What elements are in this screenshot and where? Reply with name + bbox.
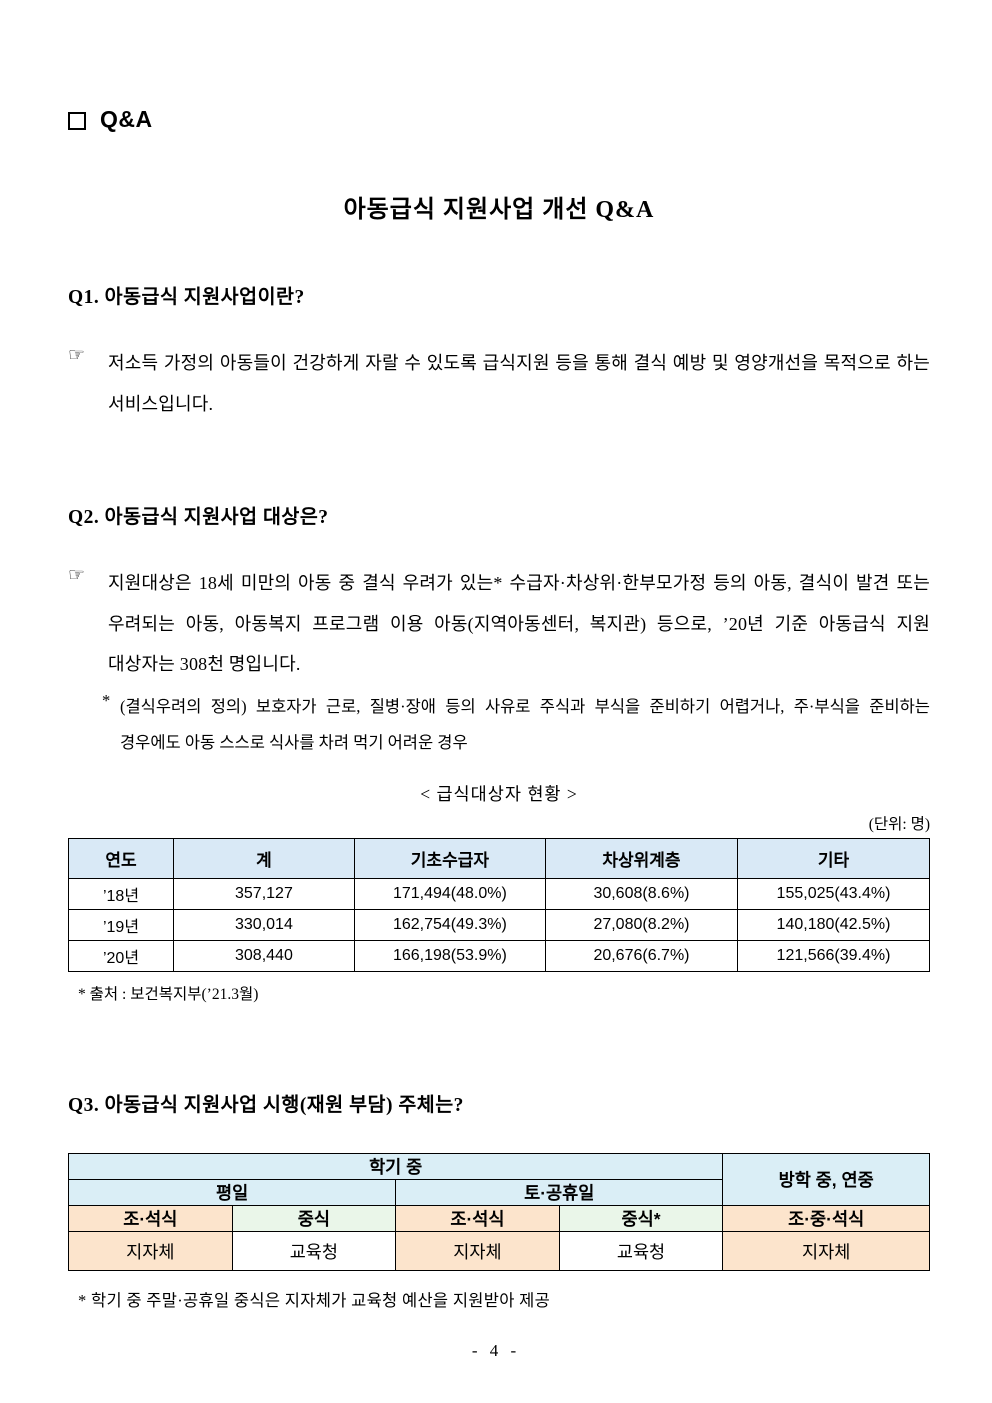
table-row: ’18년 357,127 171,494(48.0%) 30,608(8.6%)… (67, 878, 931, 911)
col-header-basic: 기초수급자 (353, 838, 546, 880)
col-header-year: 연도 (67, 838, 175, 880)
cell-meal: 중식* (558, 1205, 724, 1233)
col-header-total: 계 (173, 838, 355, 880)
section-header-label: Q&A (100, 106, 153, 132)
table1-source-note: * 출처 : 보건복지부(’21.3월) (78, 986, 259, 1004)
pointing-hand-icon: ☞ (68, 345, 86, 366)
table-header-row: 연도 계 기초수급자 차상위계층 기타 (67, 838, 931, 880)
q2-answer-text: 지원대상은 18세 미만의 아동 중 결식 우려가 있는* 수급자·차상위·한부… (108, 573, 930, 674)
cell-other: 155,025(43.4%) (736, 878, 931, 911)
cell-basic: 166,198(53.9%) (353, 940, 546, 973)
col-header-other: 기타 (736, 838, 931, 880)
funding-body-table: 학기 중 방학 중, 연중 평일 토·공휴일 조·석식 중식 조·석식 중식* … (67, 1153, 930, 1272)
q1-answer-text: 저소득 가정의 아동들이 건강하게 자랄 수 있도록 급식지원 등을 통해 결식… (108, 353, 930, 414)
cell-provider: 교육청 (231, 1231, 397, 1272)
cell-weekend: 토·공휴일 (395, 1179, 724, 1207)
q2-answer: ☞ 지원대상은 18세 미만의 아동 중 결식 우려가 있는* 수급자·차상위·… (68, 563, 930, 685)
q1-answer: ☞ 저소득 가정의 아동들이 건강하게 자랄 수 있도록 급식지원 등을 통해 … (68, 343, 930, 424)
cell-semester: 학기 중 (67, 1153, 724, 1181)
cell-basic: 171,494(48.0%) (353, 878, 546, 911)
cell-year: ’18년 (67, 878, 175, 911)
cell-total: 308,440 (173, 940, 355, 973)
cell-provider: 지자체 (68, 1231, 233, 1272)
q2-footnote-text: (결식우려의 정의) 보호자가 근로, 질병·장애 등의 사유로 주식과 부식을… (120, 696, 930, 752)
cell-year: ’20년 (67, 940, 175, 973)
q3-heading: Q3. 아동급식 지원사업 시행(재원 부담) 주체는? (68, 1095, 464, 1117)
q2-footnote: * (결식우려의 정의) 보호자가 근로, 질병·장애 등의 사유로 주식과 부… (102, 689, 930, 762)
table1-caption: < 급식대상자 현황 > (420, 784, 578, 805)
cell-meal: 조·중·석식 (722, 1205, 930, 1233)
cell-other: 121,566(39.4%) (736, 940, 931, 973)
cell-provider: 교육청 (558, 1231, 724, 1272)
cell-vacation: 방학 중, 연중 (722, 1153, 930, 1207)
table-row: ’20년 308,440 166,198(53.9%) 20,676(6.7%)… (67, 940, 931, 973)
cell-other: 140,180(42.5%) (736, 909, 931, 942)
cell-nearpoor: 27,080(8.2%) (544, 909, 738, 942)
table2-footnote: * 학기 중 주말·공휴일 중식은 지자체가 교육청 예산을 지원받아 제공 (78, 1291, 551, 1311)
cell-weekday: 평일 (67, 1179, 397, 1207)
cell-total: 330,014 (173, 909, 355, 942)
asterisk-marker: * (102, 690, 111, 710)
square-bullet-icon (68, 111, 86, 130)
cell-year: ’19년 (67, 909, 175, 942)
q2-heading: Q2. 아동급식 지원사업 대상은? (68, 507, 329, 528)
page-number: - 4 - (471, 1341, 521, 1360)
pointing-hand-icon: ☞ (68, 565, 86, 586)
cell-meal: 조·석식 (68, 1205, 233, 1233)
q1-heading: Q1. 아동급식 지원사업이란? (68, 287, 305, 308)
table-row-providers: 지자체 교육청 지자체 교육청 지자체 (68, 1231, 930, 1272)
cell-nearpoor: 20,676(6.7%) (544, 940, 738, 973)
cell-provider: 지자체 (722, 1231, 930, 1272)
col-header-nearpoor: 차상위계층 (544, 838, 738, 880)
table-row-period: 학기 중 방학 중, 연중 (67, 1153, 930, 1207)
cell-meal: 조·석식 (395, 1205, 560, 1233)
cell-total: 357,127 (173, 878, 355, 911)
table-row-meals: 조·석식 중식 조·석식 중식* 조·중·석식 (68, 1205, 930, 1233)
table1-unit-label: (단위: 명) (868, 816, 930, 834)
cell-provider: 지자체 (395, 1231, 560, 1272)
meal-recipients-table: 연도 계 기초수급자 차상위계층 기타 ’18년 357,127 171,494… (67, 838, 931, 973)
section-header: Q&A (68, 106, 930, 133)
table-row: ’19년 330,014 162,754(49.3%) 27,080(8.2%)… (67, 909, 931, 942)
cell-meal: 중식 (231, 1205, 397, 1233)
doc-title: 아동급식 지원사업 개선 Q&A (343, 197, 655, 223)
cell-basic: 162,754(49.3%) (353, 909, 546, 942)
table-row-daytype: 평일 토·공휴일 (67, 1179, 930, 1207)
cell-nearpoor: 30,608(8.6%) (544, 878, 738, 911)
